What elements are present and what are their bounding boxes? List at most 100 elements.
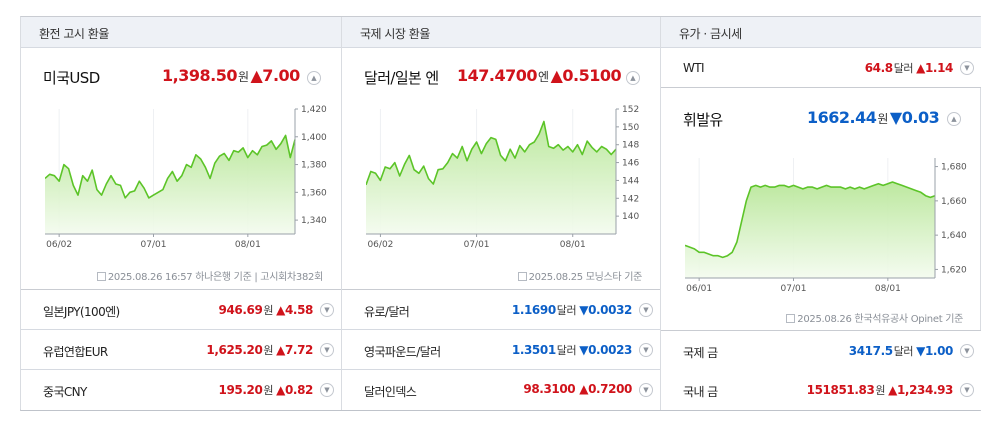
collapse-chevron-up-icon[interactable]: ▲ [947, 112, 961, 126]
list-item[interactable]: 국내 금 151851.83원 ▲1,234.93 ▼ [661, 370, 981, 410]
y-tick-label: 1,620 [941, 265, 967, 275]
row-change: ▼0.0032 [579, 303, 632, 317]
main-rate-card[interactable]: 달러/일본 엔 147.4700엔 ▲0.5100 ▲ 140 142 144 146 1… [342, 48, 660, 290]
expand-chevron-down-icon[interactable]: ▼ [960, 344, 974, 358]
expand-chevron-down-icon[interactable]: ▼ [639, 303, 653, 317]
row-number: 946.69 [218, 303, 263, 317]
x-tick-label: 06/01 [686, 284, 712, 294]
source-note: 2025.08.26 16:57 하나은행 기준 | 고시회차382회 [96, 268, 323, 283]
panel-oil-gold: 유가 · 금시세 WTI 64.8달러 ▲1.14 ▼ 휘발유 1662.44원 ▼… [661, 17, 981, 410]
row-name: 국내 금 [683, 385, 718, 399]
main-rate-unit: 엔 [538, 70, 549, 84]
row-number: 1.3501 [511, 343, 556, 357]
row-change: ▲0.82 [276, 383, 313, 397]
list-item-wti[interactable]: WTI 64.8달러 ▲1.14 ▼ [661, 48, 981, 88]
row-name: WTI [683, 61, 705, 75]
expand-chevron-down-icon[interactable]: ▼ [320, 383, 334, 397]
main-rate-number: 1662.44 [807, 108, 877, 127]
y-tick-label: 1,400 [301, 133, 327, 143]
main-rate-unit: 원 [877, 112, 888, 126]
expand-chevron-down-icon[interactable]: ▼ [960, 61, 974, 75]
expand-chevron-down-icon[interactable]: ▼ [320, 343, 334, 357]
row-name: 유로/달러 [364, 305, 410, 319]
main-rate-name: 미국USD [43, 69, 100, 87]
y-tick-label: 1,420 [301, 105, 327, 115]
row-value: 195.20원 ▲0.82 [219, 382, 314, 398]
y-tick-label: 140 [622, 212, 639, 222]
y-tick-label: 150 [622, 123, 639, 133]
row-change: ▲7.72 [276, 343, 313, 357]
row-change: ▲0.7200 [579, 382, 632, 396]
gasoline-chart: 1,620 1,640 1,660 1,680 06/01 07/01 08/01 [685, 158, 967, 294]
list-item[interactable]: 달러인덱스 98.3100 ▲0.7200 ▼ [342, 370, 660, 410]
market-widget: 환전 고시 환율 미국USD 1,398.50원 ▲7.00 ▲ 1,340 1,3… [20, 16, 981, 411]
area-fill [366, 121, 616, 234]
row-number: 1,625.20 [206, 343, 263, 357]
panel-international-rates: 국제 시장 환율 달러/일본 엔 147.4700엔 ▲0.5100 ▲ 140 1… [342, 17, 661, 410]
collapse-chevron-up-icon[interactable]: ▲ [626, 71, 640, 85]
row-number: 98.3100 [523, 382, 576, 396]
row-name: 영국파운드/달러 [364, 345, 441, 359]
row-value: 98.3100 ▲0.7200 [523, 382, 632, 396]
list-item[interactable]: 영국파운드/달러 1.3501달러 ▼0.0023 ▼ [342, 330, 660, 370]
series-line [366, 120, 617, 186]
y-tick-label: 152 [622, 105, 639, 115]
list-item[interactable]: 일본JPY(100엔) 946.69원 ▲4.58 ▼ [21, 290, 341, 330]
main-rate-number: 147.4700 [457, 66, 538, 85]
row-change: ▼0.0023 [579, 343, 632, 357]
row-unit: 달러 [893, 345, 914, 358]
row-change: ▲1,234.93 [888, 383, 953, 397]
series-line [45, 134, 296, 199]
row-unit: 원 [875, 384, 886, 397]
main-rate-card[interactable]: 미국USD 1,398.50원 ▲7.00 ▲ 1,340 1,360 1,380 1,… [21, 48, 341, 290]
x-tick-label: 06/02 [46, 240, 72, 250]
list-item[interactable]: 중국CNY 195.20원 ▲0.82 ▼ [21, 370, 341, 410]
x-tick-label: 07/01 [781, 284, 807, 294]
row-name: 중국CNY [43, 385, 87, 399]
row-name: 일본JPY(100엔) [43, 305, 120, 319]
list-item[interactable]: 국제 금 3417.5달러 ▼1.00 ▼ [661, 331, 981, 371]
list-item[interactable]: 유로/달러 1.1690달러 ▼0.0032 ▼ [342, 290, 660, 330]
main-rate-value: 147.4700엔 ▲0.5100 [457, 66, 622, 85]
expand-chevron-down-icon[interactable]: ▼ [960, 383, 974, 397]
row-value: 946.69원 ▲4.58 [219, 302, 314, 318]
expand-chevron-down-icon[interactable]: ▼ [320, 303, 334, 317]
y-tick-label: 1,340 [301, 216, 327, 226]
x-tick-label: 08/01 [560, 240, 586, 250]
x-tick-label: 06/02 [367, 240, 393, 250]
collapse-chevron-up-icon[interactable]: ▲ [307, 71, 321, 85]
row-value: 1.3501달러 ▼0.0023 [511, 342, 633, 358]
main-rate-value: 1,398.50원 ▲7.00 [162, 66, 300, 85]
row-name: 유럽연합EUR [43, 345, 108, 359]
source-text: 2025.08.25 모닝스타 기준 [528, 272, 643, 283]
panel-exchange-notice: 환전 고시 환율 미국USD 1,398.50원 ▲7.00 ▲ 1,340 1,3… [21, 17, 342, 410]
main-rate-value: 1662.44원 ▼0.03 [807, 108, 940, 127]
list-item[interactable]: 유럽연합EUR 1,625.20원 ▲7.72 ▼ [21, 330, 341, 370]
y-tick-label: 144 [622, 176, 639, 186]
row-unit: 달러 [893, 62, 914, 75]
panel-header: 국제 시장 환율 [342, 17, 660, 48]
row-value: 151851.83원 ▲1,234.93 [807, 382, 954, 398]
main-rate-number: 1,398.50 [162, 66, 237, 85]
row-value: 3417.5달러 ▼1.00 [849, 343, 954, 359]
row-change: ▲4.58 [276, 303, 313, 317]
series-line [685, 181, 936, 259]
y-tick-label: 146 [622, 159, 639, 169]
panel-header: 환전 고시 환율 [21, 17, 341, 48]
row-unit: 달러 [556, 344, 577, 357]
main-rate-change: ▲7.00 [250, 66, 301, 85]
main-rate-name: 휘발유 [683, 111, 723, 129]
document-icon [96, 272, 106, 281]
row-value: 64.8달러 ▲1.14 [865, 60, 954, 76]
y-tick-label: 148 [622, 141, 639, 151]
row-value: 1,625.20원 ▲7.72 [206, 342, 313, 358]
row-unit: 달러 [556, 304, 577, 317]
row-number: 195.20 [218, 383, 263, 397]
expand-chevron-down-icon[interactable]: ▼ [639, 343, 653, 357]
y-tick-label: 1,660 [941, 197, 967, 207]
main-rate-card[interactable]: 휘발유 1662.44원 ▼0.03 ▲ 1,620 1,640 1,660 1,680… [661, 88, 981, 331]
expand-chevron-down-icon[interactable]: ▼ [639, 383, 653, 397]
y-tick-label: 1,380 [301, 161, 327, 171]
row-name: 달러인덱스 [364, 385, 417, 399]
area-fill [685, 182, 935, 278]
